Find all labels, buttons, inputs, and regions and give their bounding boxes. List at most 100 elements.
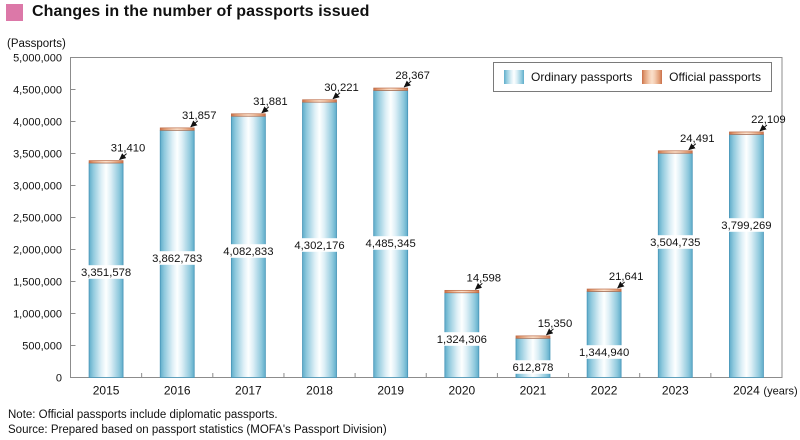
value-label-halo — [146, 251, 208, 265]
y-tick-label: 4,000,000 — [13, 117, 62, 129]
x-tick-label-2023: 2023 — [662, 384, 689, 398]
official-arrow-2023 — [688, 143, 697, 151]
bar-group-2022: 1,344,940 21,641 — [573, 271, 644, 378]
bar-official-2020 — [444, 289, 480, 294]
bar-group-2024: 3,799,269 22,109 — [715, 114, 786, 378]
note-text: Note: Official passports include diploma… — [8, 409, 278, 421]
value-label-halo — [715, 218, 777, 232]
x-axis: 2015 2016 2017 2018 2019 2020 2021 2022 2023 2024… — [93, 373, 798, 398]
official-arrow-2017 — [261, 106, 270, 114]
legend-label-official: Official passports — [669, 70, 761, 84]
value-label-ordinary-2024: 3,799,269 — [721, 220, 771, 232]
x-tick-label-2021: 2021 — [520, 384, 547, 398]
value-label-official-2023: 24,491 — [680, 133, 715, 145]
bar-official-2016 — [159, 127, 195, 131]
official-passports-swatch-icon — [642, 70, 663, 84]
y-axis-unit-label: (Passports) — [7, 38, 66, 50]
value-label-official-2016: 31,857 — [182, 110, 217, 122]
official-arrow-2022 — [617, 281, 625, 289]
x-axis-unit-label: (years) — [763, 386, 797, 398]
y-tick-label: 2,000,000 — [13, 245, 62, 257]
bar-ordinary-2019 — [373, 90, 409, 378]
value-label-ordinary-2018: 4,302,176 — [294, 240, 344, 252]
bar-ordinary-2022 — [586, 291, 622, 378]
value-label-ordinary-2023: 3,504,735 — [650, 237, 700, 249]
x-tick-label-2015: 2015 — [93, 384, 120, 398]
x-tick-label-2018: 2018 — [306, 384, 333, 398]
value-label-halo — [573, 345, 635, 359]
bar-group-2018: 4,302,176 30,221 — [288, 82, 359, 378]
value-label-official-2015: 31,410 — [111, 143, 146, 155]
ordinary-passports-swatch-icon — [504, 70, 524, 84]
value-label-ordinary-2019: 4,485,345 — [366, 238, 416, 250]
y-tick-label: 3,000,000 — [13, 181, 62, 193]
official-arrow-2015 — [119, 153, 127, 160]
legend-item-ordinary: Ordinary passports — [504, 70, 632, 84]
x-tick-label-2019: 2019 — [377, 384, 404, 398]
y-tick-label: 3,500,000 — [13, 149, 62, 161]
bar-group-2023: 3,504,735 24,491 — [644, 133, 715, 378]
source-text: Source: Prepared based on passport stati… — [8, 424, 387, 436]
y-tick-label: 0 — [56, 373, 62, 385]
legend: Ordinary passports Official passports — [493, 62, 772, 92]
bar-group-2017: 4,082,833 31,881 — [217, 96, 288, 378]
value-label-official-2021: 15,350 — [538, 318, 573, 330]
bar-official-2024 — [729, 131, 764, 135]
bar-official-2018 — [302, 99, 337, 103]
bar-group-2020: 1,324,306 14,598 — [431, 272, 502, 378]
legend-label-ordinary: Ordinary passports — [531, 70, 633, 84]
value-label-official-2018: 30,221 — [324, 82, 359, 94]
value-label-official-2019: 28,367 — [395, 70, 430, 82]
y-axis: 0 500,000 1,000,000 1,500,000 2,000,000 2,500… — [13, 53, 76, 385]
value-label-ordinary-2022: 1,344,940 — [579, 347, 629, 359]
official-arrow-2021 — [546, 328, 554, 336]
bar-official-2017 — [231, 113, 266, 117]
value-label-ordinary-2021: 612,878 — [513, 362, 554, 374]
title-bullet-icon — [6, 3, 23, 21]
y-tick-label: 4,500,000 — [13, 85, 62, 97]
bar-official-2023 — [657, 150, 693, 154]
value-label-ordinary-2015: 3,351,578 — [81, 267, 131, 279]
value-label-halo — [360, 236, 422, 250]
bar-group-2015: 3,351,578 31,410 — [75, 143, 146, 378]
official-arrow-2016 — [190, 120, 199, 128]
x-tick-label-2020: 2020 — [448, 384, 475, 398]
y-tick-label: 2,500,000 — [13, 213, 62, 225]
official-arrow-2024 — [759, 124, 768, 132]
bar-ordinary-2023 — [657, 152, 693, 378]
bar-official-2015 — [88, 160, 124, 164]
legend-item-official: Official passports — [642, 70, 761, 84]
value-label-halo — [75, 265, 137, 279]
value-label-halo — [644, 235, 706, 249]
value-label-halo — [288, 238, 351, 252]
value-label-halo — [508, 360, 558, 374]
value-label-official-2017: 31,881 — [253, 96, 288, 108]
bar-group-2019: 4,485,345 28,367 — [360, 70, 430, 378]
bar-group-2016: 3,862,783 31,857 — [146, 110, 217, 378]
chart-title: Changes in the number of passports issue… — [32, 3, 370, 20]
bar-official-2022 — [586, 288, 622, 292]
official-arrow-2018 — [332, 92, 341, 100]
bar-official-2021 — [515, 335, 551, 339]
bar-official-2019 — [373, 87, 409, 91]
value-label-official-2020: 14,598 — [467, 272, 502, 284]
value-label-halo — [431, 332, 493, 346]
y-tick-label: 5,000,000 — [13, 53, 62, 65]
value-label-ordinary-2020: 1,324,306 — [437, 334, 487, 346]
value-label-official-2022: 21,641 — [609, 271, 644, 283]
x-tick-label-2016: 2016 — [164, 384, 191, 398]
bar-group-2021: 612,878 15,350 — [508, 318, 573, 378]
value-label-ordinary-2016: 3,862,783 — [152, 253, 202, 265]
x-tick-label-2022: 2022 — [591, 384, 618, 398]
official-arrow-2020 — [474, 282, 483, 290]
official-arrow-2019 — [403, 80, 412, 88]
y-tick-label: 1,000,000 — [13, 309, 62, 321]
y-tick-label: 500,000 — [22, 341, 62, 353]
y-tick-label: 1,500,000 — [13, 277, 62, 289]
value-label-official-2024: 22,109 — [751, 114, 786, 126]
value-label-ordinary-2017: 4,082,833 — [223, 246, 273, 258]
x-tick-label-2024: 2024 — [733, 384, 760, 398]
value-label-halo — [217, 244, 279, 258]
